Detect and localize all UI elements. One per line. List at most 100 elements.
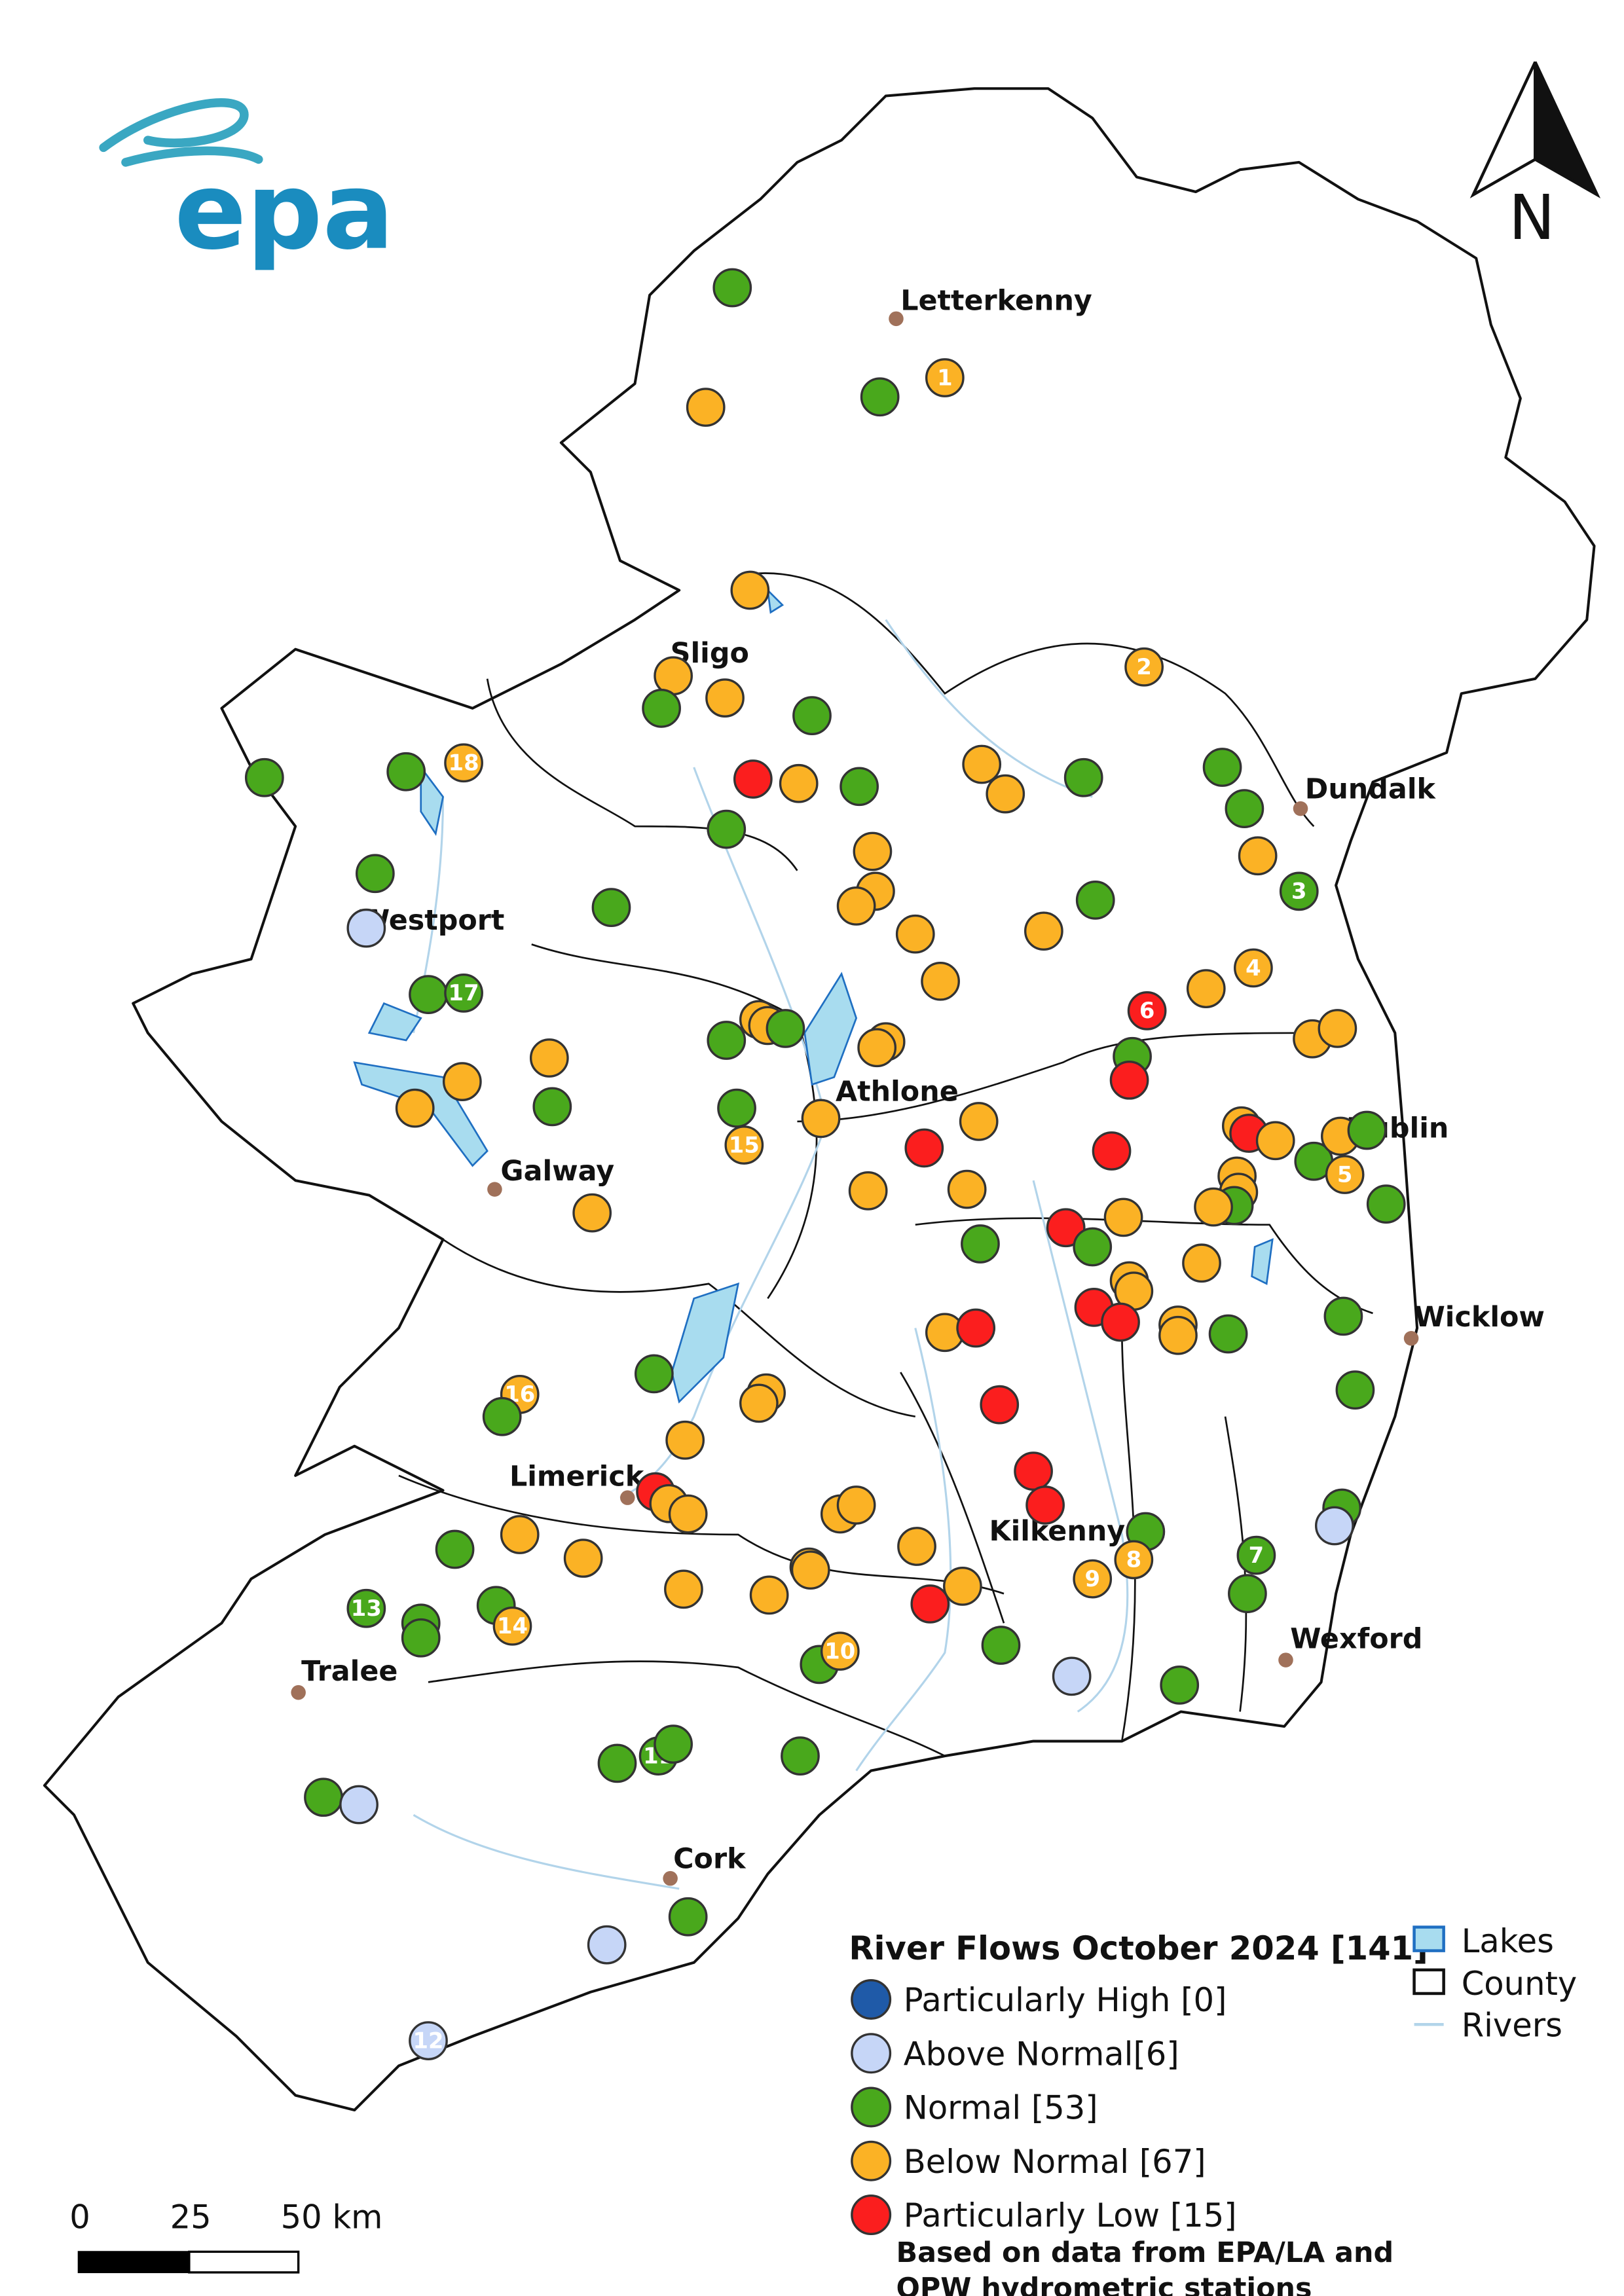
- station-marker-normal[interactable]: [781, 1736, 820, 1776]
- station-marker-normal[interactable]: 7: [1236, 1535, 1276, 1575]
- station-marker-below-normal[interactable]: [836, 886, 876, 926]
- station-marker-above-normal[interactable]: [1052, 1656, 1092, 1696]
- station-marker-below-normal[interactable]: 18: [444, 743, 483, 783]
- station-marker-below-normal[interactable]: [1318, 1009, 1357, 1048]
- station-marker-below-normal[interactable]: [943, 1567, 982, 1606]
- station-marker-normal[interactable]: [482, 1396, 522, 1436]
- station-marker-normal[interactable]: 17: [444, 973, 483, 1013]
- station-marker-above-normal[interactable]: [339, 1785, 378, 1825]
- station-marker-normal[interactable]: [981, 1626, 1021, 1665]
- station-marker-below-normal[interactable]: 8: [1114, 1540, 1154, 1580]
- station-marker-below-normal[interactable]: [529, 1038, 569, 1078]
- station-marker-below-normal[interactable]: 4: [1234, 948, 1273, 988]
- station-marker-below-normal[interactable]: 2: [1124, 647, 1164, 687]
- station-marker-below-normal[interactable]: 10: [820, 1631, 860, 1671]
- station-marker-below-normal[interactable]: [572, 1193, 612, 1233]
- station-marker-normal[interactable]: [532, 1087, 572, 1127]
- station-marker-normal[interactable]: [591, 888, 631, 927]
- station-marker-below-normal[interactable]: [664, 1569, 703, 1609]
- station-marker-below-normal[interactable]: [1024, 911, 1063, 951]
- station-marker-normal[interactable]: [840, 767, 879, 807]
- station-marker-normal[interactable]: [1366, 1184, 1406, 1224]
- station-marker-below-normal[interactable]: 14: [492, 1606, 532, 1646]
- station-marker-below-normal[interactable]: [790, 1550, 830, 1590]
- station-marker-below-normal[interactable]: [1194, 1187, 1233, 1227]
- station-marker-normal[interactable]: [634, 1354, 674, 1394]
- station-marker-below-normal[interactable]: [654, 656, 693, 696]
- station-marker-normal[interactable]: [244, 757, 284, 797]
- station-marker-normal[interactable]: [1202, 748, 1242, 787]
- station-marker-below-normal[interactable]: [921, 961, 960, 1001]
- station-marker-normal[interactable]: [386, 752, 426, 792]
- station-marker-below-normal[interactable]: [986, 774, 1025, 814]
- station-marker-above-normal[interactable]: [346, 908, 386, 948]
- station-marker-below-normal[interactable]: [853, 831, 893, 871]
- station-marker-below-normal[interactable]: [836, 1485, 876, 1525]
- station-marker-below-normal[interactable]: [705, 678, 745, 718]
- station-marker-normal[interactable]: [860, 377, 900, 417]
- station-marker-particularly-low[interactable]: 6: [1127, 991, 1167, 1030]
- station-marker-normal[interactable]: [1335, 1370, 1375, 1410]
- station-marker-below-normal[interactable]: [1158, 1315, 1198, 1355]
- station-marker-normal[interactable]: [401, 1618, 441, 1658]
- station-marker-normal[interactable]: [597, 1743, 637, 1783]
- station-marker-below-normal[interactable]: [1103, 1197, 1143, 1237]
- station-marker-below-normal[interactable]: [1182, 1243, 1221, 1283]
- station-marker-particularly-low[interactable]: [910, 1584, 950, 1624]
- station-marker-below-normal[interactable]: [801, 1099, 841, 1139]
- station-marker-normal[interactable]: 3: [1279, 871, 1319, 911]
- station-marker-below-normal[interactable]: [730, 570, 770, 610]
- station-marker-below-normal[interactable]: 1: [925, 358, 965, 397]
- station-marker-below-normal[interactable]: 9: [1073, 1559, 1113, 1599]
- station-marker-below-normal[interactable]: [739, 1383, 779, 1423]
- station-marker-normal[interactable]: [717, 1088, 756, 1128]
- station-marker-above-normal[interactable]: 12: [409, 2021, 448, 2060]
- station-marker-below-normal[interactable]: [500, 1515, 540, 1554]
- station-marker-normal[interactable]: [1323, 1296, 1363, 1336]
- station-marker-normal[interactable]: [1075, 880, 1115, 920]
- station-marker-normal[interactable]: [642, 688, 681, 728]
- station-marker-normal[interactable]: [1347, 1110, 1387, 1150]
- station-marker-particularly-low[interactable]: [956, 1308, 996, 1348]
- station-marker-particularly-low[interactable]: [733, 759, 773, 799]
- station-marker-normal[interactable]: [707, 809, 747, 849]
- station-marker-normal[interactable]: [792, 696, 832, 735]
- station-marker-normal[interactable]: [1228, 1574, 1267, 1614]
- station-marker-normal[interactable]: [1063, 757, 1103, 797]
- station-marker-particularly-low[interactable]: [1109, 1060, 1149, 1100]
- station-marker-below-normal[interactable]: 5: [1325, 1155, 1365, 1194]
- station-marker-below-normal[interactable]: [959, 1102, 999, 1141]
- station-marker-normal[interactable]: [435, 1529, 475, 1569]
- station-marker-normal[interactable]: [355, 854, 395, 894]
- station-marker-normal[interactable]: 13: [346, 1588, 386, 1628]
- station-marker-below-normal[interactable]: [749, 1575, 789, 1615]
- station-marker-normal[interactable]: [668, 1897, 708, 1937]
- station-marker-below-normal[interactable]: [1255, 1121, 1295, 1161]
- station-marker-normal[interactable]: [707, 1021, 747, 1060]
- station-marker-below-normal[interactable]: [563, 1539, 603, 1578]
- station-marker-particularly-low[interactable]: [1014, 1451, 1053, 1491]
- station-marker-below-normal[interactable]: [395, 1088, 435, 1128]
- station-marker-particularly-low[interactable]: [1046, 1208, 1086, 1248]
- station-marker-normal[interactable]: [1160, 1666, 1200, 1705]
- station-marker-below-normal[interactable]: [962, 744, 1002, 784]
- station-marker-normal[interactable]: [766, 1009, 805, 1048]
- station-marker-below-normal[interactable]: 15: [724, 1125, 764, 1165]
- station-marker-above-normal[interactable]: [587, 1925, 627, 1965]
- station-marker-normal[interactable]: [712, 268, 752, 308]
- station-marker-below-normal[interactable]: [665, 1420, 705, 1460]
- station-marker-particularly-low[interactable]: [904, 1128, 944, 1168]
- station-marker-below-normal[interactable]: [848, 1171, 888, 1211]
- station-marker-below-normal[interactable]: [895, 914, 935, 954]
- station-marker-normal[interactable]: [1073, 1227, 1113, 1267]
- station-marker-below-normal[interactable]: [779, 763, 819, 803]
- station-marker-below-normal[interactable]: [857, 1028, 897, 1068]
- station-marker-particularly-low[interactable]: [1101, 1302, 1140, 1342]
- station-marker-below-normal[interactable]: [897, 1527, 936, 1566]
- station-marker-below-normal[interactable]: [947, 1169, 987, 1209]
- station-marker-particularly-low[interactable]: [1025, 1485, 1065, 1525]
- station-marker-particularly-low[interactable]: [980, 1385, 1020, 1425]
- station-marker-normal[interactable]: [1225, 789, 1264, 828]
- station-marker-below-normal[interactable]: [1238, 836, 1278, 876]
- station-marker-normal[interactable]: [304, 1777, 343, 1817]
